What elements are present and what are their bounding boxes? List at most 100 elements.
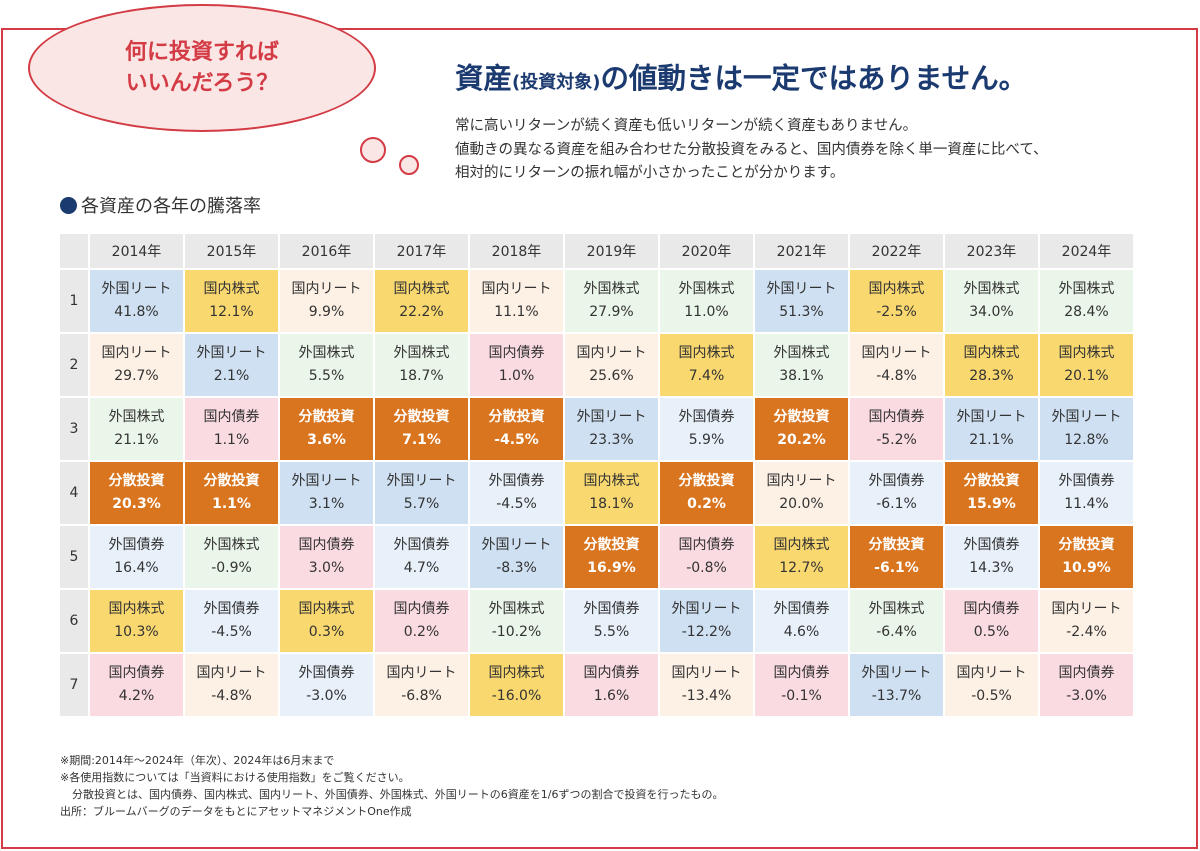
asset-name: 外国債券 <box>393 537 450 553</box>
return-value: 4.7% <box>403 560 440 576</box>
return-value: 12.7% <box>779 560 824 576</box>
table-cell: 分散投資 -4.5% <box>470 398 563 460</box>
asset-name: 国内債券 <box>393 601 450 617</box>
asset-name: 国内債券 <box>108 665 165 681</box>
section-title-text: 各資産の各年の騰落率 <box>81 196 261 217</box>
table-cell: 外国債券 5.5% <box>565 590 658 652</box>
asset-name: 外国株式 <box>583 281 640 297</box>
return-value: 34.0% <box>969 304 1014 320</box>
table-cell: 分散投資 20.3% <box>90 462 183 524</box>
footnote-diversified: 分散投資とは、国内債券、国内株式、国内リート、外国債券、外国株式、外国リートの6… <box>72 788 724 801</box>
return-value: 11.4% <box>1064 496 1109 512</box>
asset-name: 国内リート <box>861 345 932 361</box>
table-cell: 外国リート 5.7% <box>375 462 468 524</box>
return-value: 12.1% <box>209 304 254 320</box>
table-cell: 分散投資 0.2% <box>660 462 753 524</box>
return-value: 41.8% <box>114 304 159 320</box>
table-cell: 国内債券 0.5% <box>945 590 1038 652</box>
table-cell: 分散投資 15.9% <box>945 462 1038 524</box>
asset-name: 国内リート <box>291 281 362 297</box>
headline-part1: 資産 <box>455 62 513 95</box>
return-value: 27.9% <box>589 304 634 320</box>
headline-part2: (投資対象) <box>512 72 601 93</box>
return-value: 25.6% <box>589 368 634 384</box>
return-value: 4.2% <box>118 688 155 704</box>
returns-table: 2014年 2015年 2016年 2017年 2018年 2019年 2020年 2021年… <box>60 234 1133 716</box>
year-header: 2023年 <box>945 234 1038 268</box>
footnote-period: ※期間:2014年～2024年（年次）、2024年は6月末まで <box>60 754 335 767</box>
year-header: 2022年 <box>850 234 943 268</box>
table-cell: 国内リート -4.8% <box>185 654 278 716</box>
asset-name: 国内債券 <box>298 537 355 553</box>
speech-bubble-text: 何に投資すれば いいんだろう？ <box>124 39 279 96</box>
return-value: 3.1% <box>308 496 345 512</box>
return-value: 20.3% <box>112 496 161 512</box>
asset-name: 外国リート <box>291 473 362 489</box>
return-value: 16.9% <box>587 560 636 576</box>
table-cell: 外国リート -12.2% <box>660 590 753 652</box>
table-cell: 国内債券 -0.1% <box>755 654 848 716</box>
asset-name: 分散投資 <box>583 537 640 553</box>
return-value: 7.1% <box>402 432 441 448</box>
asset-name: 国内株式 <box>773 537 830 553</box>
year-header: 2021年 <box>755 234 848 268</box>
table-cell: 分散投資 -6.1% <box>850 526 943 588</box>
footnotes: ※期間:2014年～2024年（年次）、2024年は6月末まで ※各使用指数につ… <box>60 752 723 820</box>
table-cell: 外国株式 5.5% <box>280 334 373 396</box>
rank-label: 4 <box>60 462 88 524</box>
asset-name: 外国株式 <box>203 537 260 553</box>
asset-name: 外国株式 <box>488 601 545 617</box>
table-cell: 国内債券 3.0% <box>280 526 373 588</box>
return-value: -2.4% <box>1066 624 1107 640</box>
table-cell: 外国リート 51.3% <box>755 270 848 332</box>
asset-name: 外国リート <box>576 409 647 425</box>
return-value: -3.0% <box>306 688 347 704</box>
return-value: 9.9% <box>308 304 345 320</box>
return-value: 29.7% <box>114 368 159 384</box>
return-value: 5.5% <box>593 624 630 640</box>
asset-name: 国内株式 <box>488 665 545 681</box>
description-line-2: 値動きの異なる資産を組み合わせた分散投資をみると、国内債券を除く単一資産に比べて… <box>455 141 1048 158</box>
return-value: -4.5% <box>494 432 539 448</box>
return-value: 22.2% <box>399 304 444 320</box>
return-value: 7.4% <box>688 368 725 384</box>
return-value: 18.1% <box>589 496 634 512</box>
rank-label: 3 <box>60 398 88 460</box>
table-cell: 国内債券 -0.8% <box>660 526 753 588</box>
asset-name: 分散投資 <box>393 409 450 425</box>
asset-name: 外国リート <box>671 601 742 617</box>
table-cell: 国内リート 9.9% <box>280 270 373 332</box>
asset-name: 国内株式 <box>583 473 640 489</box>
headline: 資産(投資対象)の値動きは一定ではありません。 <box>455 56 1027 97</box>
return-value: 1.6% <box>593 688 630 704</box>
year-header: 2019年 <box>565 234 658 268</box>
rank-label: 2 <box>60 334 88 396</box>
return-value: -4.5% <box>496 496 537 512</box>
return-value: -3.0% <box>1066 688 1107 704</box>
return-value: -6.1% <box>874 560 919 576</box>
asset-name: 外国債券 <box>108 537 165 553</box>
return-value: 23.3% <box>589 432 634 448</box>
return-value: 1.0% <box>498 368 535 384</box>
asset-name: 外国債券 <box>298 665 355 681</box>
asset-name: 分散投資 <box>108 473 165 489</box>
return-value: 20.1% <box>1064 368 1109 384</box>
asset-name: 国内株式 <box>678 345 735 361</box>
asset-name: 分散投資 <box>963 473 1020 489</box>
asset-name: 外国債券 <box>583 601 640 617</box>
table-cell: 外国株式 28.4% <box>1040 270 1133 332</box>
table-cell: 国内株式 0.3% <box>280 590 373 652</box>
asset-name: 外国リート <box>481 537 552 553</box>
table-cell: 外国債券 5.9% <box>660 398 753 460</box>
table-cell: 国内株式 28.3% <box>945 334 1038 396</box>
return-value: 0.2% <box>403 624 440 640</box>
asset-name: 国内株式 <box>108 601 165 617</box>
asset-name: 外国リート <box>196 345 267 361</box>
return-value: -0.1% <box>781 688 822 704</box>
asset-name: 分散投資 <box>488 409 545 425</box>
table-cell: 分散投資 20.2% <box>755 398 848 460</box>
table-cell: 国内株式 12.1% <box>185 270 278 332</box>
table-cell: 国内株式 10.3% <box>90 590 183 652</box>
asset-name: 国内株式 <box>298 601 355 617</box>
description-line-1: 常に高いリターンが続く資産も低いリターンが続く資産もありません。 <box>455 118 918 134</box>
